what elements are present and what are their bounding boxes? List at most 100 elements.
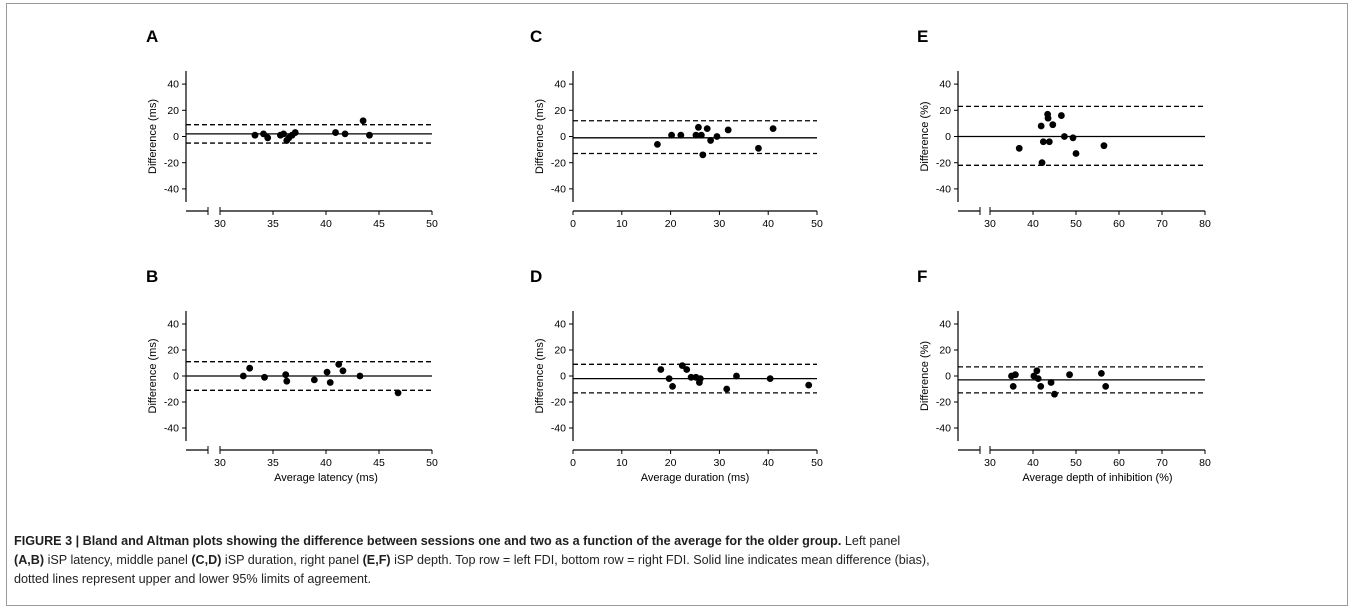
x-tick-label: 50 [1070,218,1082,230]
caption-text-left-panel: Left panel [841,534,901,548]
caption-ref-ab: (A,B) [14,553,45,567]
data-point [1069,134,1077,142]
data-point [394,389,402,397]
data-point [669,383,676,390]
data-point [654,140,661,148]
panel-f: F -40 -20 0 20 40 30 40 50 60 70 80 Difference (%) Av… [917,267,1211,484]
data-point [769,125,777,133]
y-axis-title: Difference (%) [919,101,931,171]
data-point [766,375,774,382]
x-tick-label: 30 [984,457,996,469]
data-point [356,372,364,380]
panel-a: A -40 -20 0 20 40 30 35 40 45 50 Difference (ms) [146,27,438,230]
x-tick-label: 30 [214,457,226,469]
data-point [366,131,373,139]
data-point [239,372,247,380]
data-point [282,371,290,379]
y-tick-label: 20 [554,345,566,357]
data-point [1049,121,1057,129]
x-tick-label: 60 [1113,218,1125,230]
data-point [1011,371,1019,379]
x-tick-label: 40 [762,218,774,230]
x-tick-label: 30 [714,457,726,469]
x-tick-label: 80 [1199,457,1211,469]
data-point [697,131,705,139]
data-point [1047,379,1055,386]
y-tick-label: 20 [554,105,566,117]
x-tick-label: 20 [665,457,677,469]
data-point [251,131,259,139]
data-point [291,129,299,136]
data-point [323,368,331,376]
x-tick-label: 40 [762,457,774,469]
data-point [692,131,700,139]
data-point [1060,133,1068,140]
panel-d: D -40 -20 0 20 40 0 10 20 30 40 50 Difference (ms) Av… [530,267,823,484]
caption-ref-ef: (E,F) [362,553,391,567]
data-point [264,134,272,142]
y-tick-label: -20 [164,397,179,409]
caption-line-2: (A,B) iSP latency, middle panel (C,D) iS… [14,551,1344,570]
x-tick-label: 50 [426,218,438,230]
x-tick-label: 35 [267,457,279,469]
data-point [1057,112,1065,119]
data-point [1038,159,1046,167]
x-tick-label: 70 [1156,218,1168,230]
data-point [703,125,711,133]
y-axis-title: Difference (%) [919,341,931,411]
data-point [677,131,685,139]
data-point [1015,144,1023,152]
y-axis-title: Difference (ms) [534,99,546,174]
data-point [665,375,673,382]
data-point [1097,370,1105,377]
data-point [359,117,367,125]
y-tick-label: -20 [936,157,951,169]
x-tick-label: 10 [616,218,628,230]
y-tick-label: 40 [167,319,179,331]
y-tick-label: 20 [167,345,179,357]
y-tick-label: 0 [173,131,179,143]
y-tick-label: -40 [164,184,179,196]
data-point [755,144,762,152]
panel-b: B -40 -20 0 20 40 30 35 40 45 50 Difference (ms) Ave… [146,267,438,484]
x-tick-label: 30 [714,218,726,230]
caption-title: FIGURE 3 | Bland and Altman plots showin… [14,534,842,548]
y-tick-label: 40 [939,79,951,91]
data-point [696,375,704,382]
data-point [1044,114,1052,122]
x-tick-label: 45 [373,218,385,230]
y-tick-label: 0 [560,371,566,383]
panel-letter: C [530,27,542,46]
y-tick-label: 20 [939,105,951,117]
x-tick-label: 70 [1156,457,1168,469]
figure-plots: A -40 -20 0 20 40 30 35 40 45 50 Difference (ms) C -4… [146,27,1211,484]
figure-frame [6,3,1348,606]
data-point [1051,390,1058,398]
data-point [1100,142,1108,150]
data-point [332,129,339,136]
y-tick-label: 40 [554,79,566,91]
y-axis-title: Difference (ms) [147,99,159,174]
y-tick-label: -40 [936,184,951,196]
y-axis-title: Difference (ms) [534,339,546,414]
x-tick-label: 50 [811,457,823,469]
y-tick-label: 0 [173,371,179,383]
x-axis-title: Average latency (ms) [274,472,378,484]
x-tick-label: 40 [1027,457,1039,469]
panel-letter: A [146,27,158,46]
y-tick-label: -40 [936,423,951,435]
y-tick-label: 0 [945,371,951,383]
data-point [341,130,349,138]
y-tick-label: 40 [554,319,566,331]
data-point [1072,150,1080,157]
data-point [1033,367,1041,375]
x-tick-label: 20 [665,218,677,230]
data-point [683,366,691,373]
x-tick-label: 0 [570,457,576,469]
data-point [695,123,702,131]
data-point [678,362,686,369]
x-axis-title: Average depth of inhibition (%) [1022,472,1172,484]
data-point [699,151,707,159]
data-point [339,367,347,375]
x-tick-label: 40 [320,457,332,469]
